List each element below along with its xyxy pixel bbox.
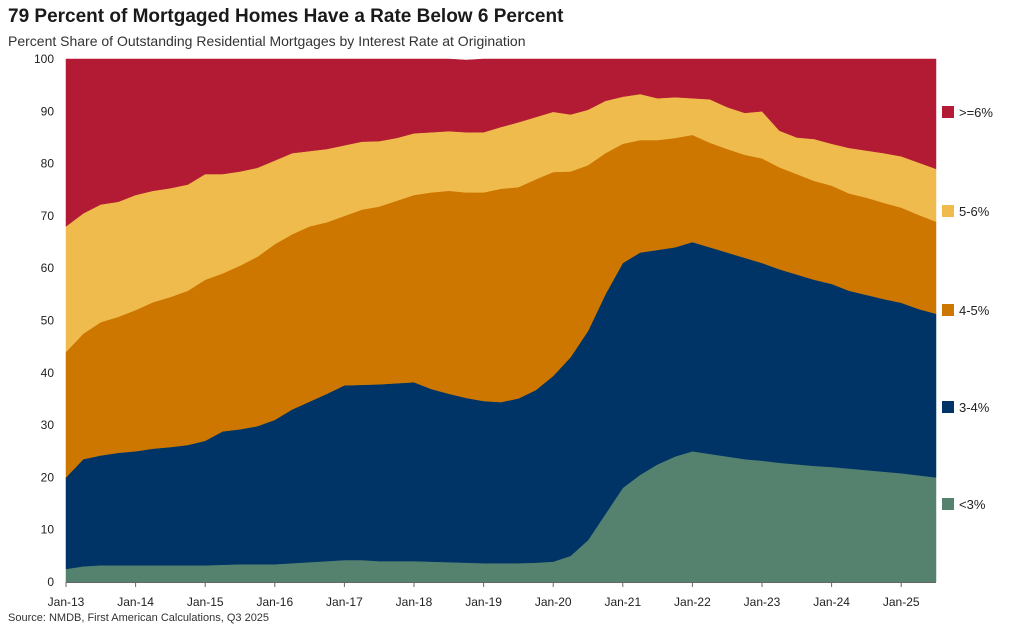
x-tick-label: Jan-25 <box>883 595 920 609</box>
x-tick-label: Jan-21 <box>604 595 641 609</box>
legend-label: 5-6% <box>959 204 990 219</box>
legend-swatch <box>942 205 954 217</box>
y-tick-label: 0 <box>47 575 54 589</box>
x-tick-label: Jan-15 <box>187 595 224 609</box>
legend-swatch <box>942 106 954 118</box>
y-tick-label: 40 <box>41 366 55 380</box>
y-tick-label: 80 <box>41 157 55 171</box>
legend: >=6% 5-6% 4-5% 3-4% <3% <box>942 105 993 512</box>
chart-title: 79 Percent of Mortgaged Homes Have a Rat… <box>8 6 564 27</box>
legend-swatch <box>942 401 954 413</box>
source-note: Source: NMDB, First American Calculation… <box>8 612 270 624</box>
y-tick-label: 90 <box>41 104 55 118</box>
legend-swatch <box>942 498 954 510</box>
y-tick-label: 20 <box>41 470 55 484</box>
area-series-gte-6pct <box>65 58 937 227</box>
x-tick-label: Jan-23 <box>744 595 781 609</box>
x-tick-label: Jan-17 <box>326 595 363 609</box>
x-tick-label: Jan-20 <box>535 595 572 609</box>
x-tick-label: Jan-22 <box>674 595 711 609</box>
x-tick-label: Jan-18 <box>396 595 433 609</box>
y-tick-label: 70 <box>41 209 55 223</box>
y-tick-label: 30 <box>41 418 55 432</box>
legend-swatch <box>942 304 954 316</box>
y-tick-label: 50 <box>41 314 55 328</box>
y-tick-label: 100 <box>34 52 54 66</box>
x-tick-label: Jan-24 <box>813 595 850 609</box>
y-tick-label: 60 <box>41 261 55 275</box>
x-axis: Jan-13 Jan-14 Jan-15 Jan-16 Jan-17 Jan-18 Jan-… <box>48 582 936 609</box>
legend-label: 3-4% <box>959 400 990 415</box>
x-tick-label: Jan-13 <box>48 595 85 609</box>
x-tick-label: Jan-14 <box>117 595 154 609</box>
legend-label: >=6% <box>959 105 993 120</box>
x-tick-label: Jan-19 <box>465 595 502 609</box>
legend-label: 4-5% <box>959 303 990 318</box>
x-tick-label: Jan-16 <box>256 595 293 609</box>
area-series-group <box>65 58 937 583</box>
chart-subtitle: Percent Share of Outstanding Residential… <box>8 33 526 49</box>
legend-label: <3% <box>959 497 986 512</box>
y-axis: 0 10 20 30 40 50 60 70 80 90 100 <box>34 52 54 589</box>
y-tick-label: 10 <box>41 523 55 537</box>
